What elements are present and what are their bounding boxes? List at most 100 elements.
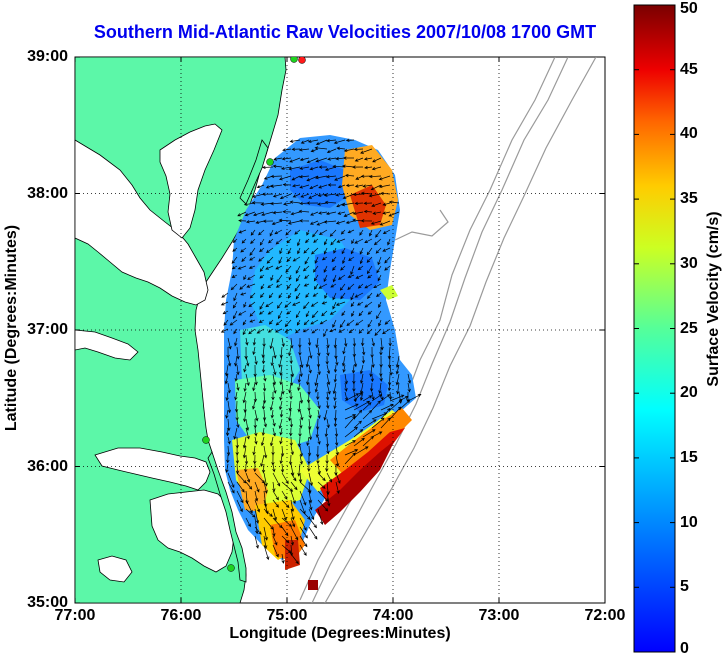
- current-vector: [275, 328, 283, 333]
- current-vector: [254, 427, 258, 437]
- current-vector: [263, 481, 268, 494]
- current-vector: [317, 508, 324, 525]
- current-vector: [261, 211, 274, 217]
- current-vector: [292, 301, 301, 306]
- bathymetry-contours: [299, 57, 597, 603]
- current-vector: [335, 472, 341, 484]
- current-vector: [359, 247, 364, 255]
- current-vector: [270, 274, 274, 282]
- current-vector: [240, 292, 247, 296]
- current-vector: [316, 454, 320, 465]
- current-vector: [327, 157, 337, 161]
- current-vector: [254, 508, 260, 524]
- current-vector: [344, 337, 348, 347]
- current-vector: [331, 256, 337, 263]
- current-vector: [249, 292, 256, 299]
- current-vector: [339, 319, 346, 328]
- current-vector: [290, 337, 294, 349]
- current-vector: [382, 247, 391, 252]
- current-vector: [262, 192, 274, 196]
- current-vector: [254, 373, 258, 386]
- current-vector: [289, 427, 293, 437]
- current-vector: [326, 373, 331, 386]
- current-vector: [279, 454, 283, 465]
- current-vector: [315, 337, 319, 349]
- current-vector: [379, 220, 391, 226]
- current-vector: [344, 415, 356, 429]
- current-vector: [369, 382, 374, 392]
- current-vector: [300, 139, 310, 144]
- colorbar-tick-label: 10: [680, 513, 698, 531]
- current-vector: [345, 220, 355, 225]
- current-vector: [384, 256, 391, 264]
- current-vector: [270, 184, 283, 188]
- current-vector: [326, 337, 330, 349]
- current-vector: [319, 319, 328, 325]
- current-vector: [305, 310, 310, 318]
- current-vector: [220, 328, 229, 333]
- current-vector: [229, 319, 238, 326]
- current-vector: [296, 319, 301, 326]
- current-vector: [340, 265, 346, 271]
- current-vector: [278, 292, 283, 299]
- current-vector: [279, 346, 283, 359]
- current-vector: [277, 310, 283, 320]
- current-vector: [308, 364, 312, 374]
- current-vector: [290, 445, 294, 456]
- current-vector: [299, 184, 310, 189]
- current-vector: [327, 183, 337, 187]
- current-vector: [308, 346, 313, 359]
- current-vector: [317, 400, 321, 410]
- current-vector: [243, 274, 247, 281]
- current-vector: [236, 346, 240, 360]
- current-vector: [307, 337, 312, 346]
- current-vector: [298, 346, 302, 356]
- current-vector: [344, 414, 357, 420]
- current-vector: [226, 454, 230, 464]
- current-vector: [272, 544, 279, 558]
- current-vector: [359, 391, 364, 401]
- current-vector: [303, 283, 310, 287]
- current-vector: [281, 337, 285, 348]
- current-vector: [389, 364, 393, 376]
- current-vector: [367, 310, 373, 315]
- current-vector: [274, 229, 283, 235]
- current-vector: [337, 211, 346, 215]
- current-vector: [306, 373, 310, 386]
- current-vector: [282, 183, 292, 187]
- current-vector: [242, 436, 247, 449]
- current-vector: [276, 274, 283, 284]
- current-vector: [234, 400, 239, 413]
- current-vector: [236, 364, 240, 376]
- current-vector: [321, 256, 328, 261]
- current-vector: [353, 392, 363, 402]
- current-vector: [272, 508, 277, 521]
- current-vector: [236, 418, 240, 429]
- current-vector: [279, 409, 284, 418]
- current-vector: [341, 247, 346, 255]
- current-vector: [323, 328, 328, 338]
- current-vector: [306, 436, 310, 447]
- current-vector: [342, 164, 355, 168]
- current-vector: [278, 400, 283, 411]
- current-vector: [315, 157, 328, 163]
- current-vector: [252, 400, 256, 410]
- current-vector: [259, 301, 265, 310]
- colorbar-tick-label: 40: [680, 125, 698, 143]
- current-vector: [359, 256, 364, 265]
- current-vector: [326, 490, 331, 507]
- colorbar-tick-label: 15: [680, 448, 698, 466]
- current-vector: [360, 373, 364, 384]
- current-vector: [245, 337, 249, 346]
- current-vector: [272, 463, 276, 473]
- current-vector: [243, 301, 247, 308]
- current-vector: [342, 256, 346, 265]
- current-vector: [282, 210, 292, 214]
- current-vector: [236, 499, 243, 513]
- current-vector: [332, 292, 337, 301]
- current-vector: [318, 184, 328, 189]
- current-vector: [332, 319, 337, 328]
- current-vector: [312, 292, 319, 297]
- current-vector: [280, 445, 285, 457]
- current-vector: [340, 229, 346, 235]
